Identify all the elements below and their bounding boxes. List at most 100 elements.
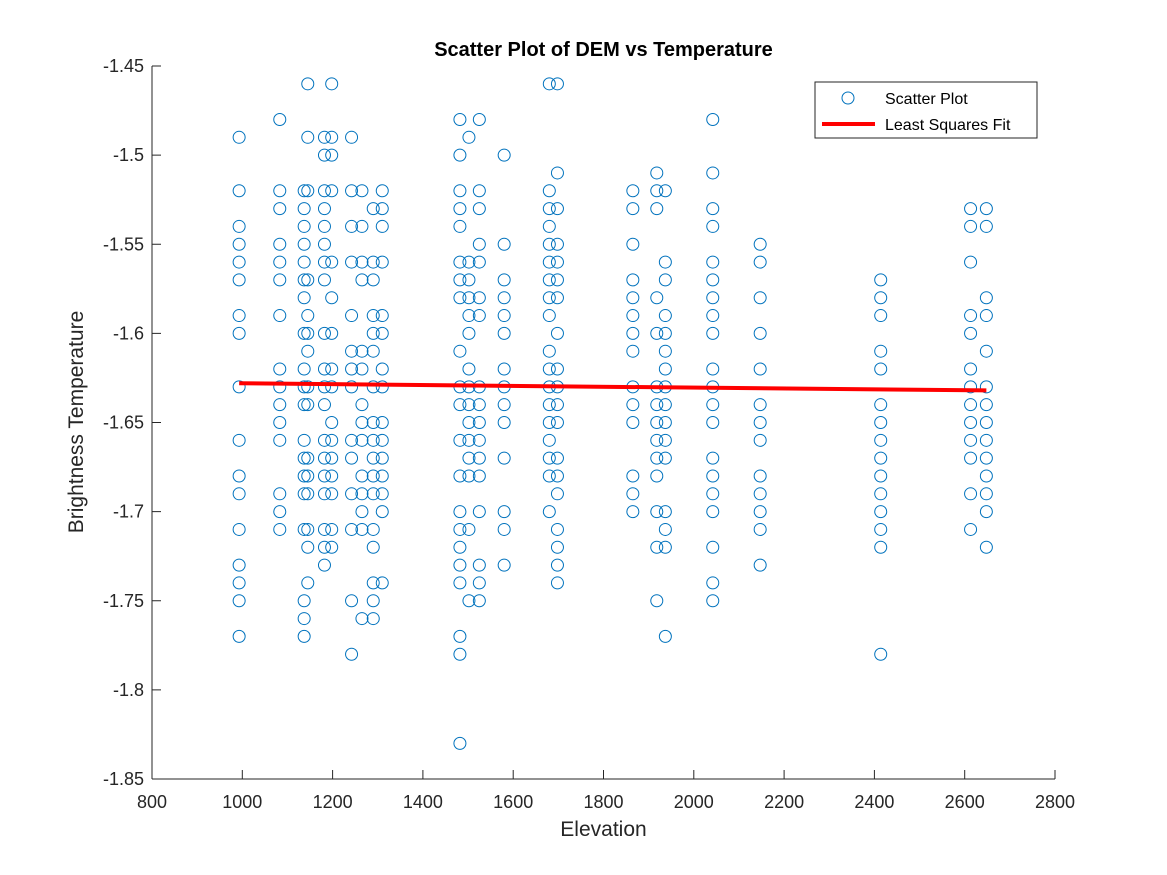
scatter-point-1-10 [273,416,287,429]
scatter-point-14-17 [542,505,556,519]
scatter-point-14-5 [542,255,556,269]
scatter-point-0-10 [232,469,246,483]
scatter-point-14-8 [542,309,556,323]
scatter-point-8-12 [366,522,380,536]
scatter-point-12-12 [472,469,486,483]
scatter-point-2-2 [297,219,311,233]
scatter-point-5-4 [325,255,339,269]
scatter-point-3-14 [301,576,315,590]
scatter-point-4-9 [317,362,331,376]
scatter-point-8-14 [366,576,380,590]
scatter-point-15-4 [550,255,564,269]
scatter-point-15-5 [550,273,564,287]
scatter-point-2-7 [297,326,311,340]
scatter-point-5-13 [325,487,339,501]
scatter-point-22-5 [964,362,978,376]
scatter-point-4-12 [317,433,331,447]
scatter-point-21-2 [874,309,888,323]
least-squares-fit-line [239,381,987,393]
scatter-point-14-15 [542,451,556,465]
scatter-point-18-10 [658,433,672,447]
scatter-point-2-8 [297,362,311,376]
scatter-point-9-5 [375,326,389,340]
scatter-point-10-2 [453,184,467,198]
scatter-point-16-13 [626,505,640,519]
scatter-point-16-7 [626,344,640,358]
scatter-point-4-0 [317,130,331,144]
scatter-point-1-0 [273,112,287,126]
scatter-point-10-15 [453,540,467,554]
scatter-point-22-1 [964,219,978,233]
scatter-point-6-0 [345,130,359,144]
scatter-point-17-11 [650,505,664,519]
scatter-point-10-14 [453,522,467,536]
scatter-point-19-2 [706,202,720,216]
scatter-point-22-8 [964,416,978,429]
scatter-point-1-2 [273,202,287,216]
scatter-point-10-8 [453,344,467,358]
scatter-point-18-15 [658,629,672,643]
scatter-point-19-3 [706,219,720,233]
scatter-point-6-9 [345,451,359,465]
scatter-point-21-10 [874,487,888,501]
scatter-point-19-13 [706,451,720,465]
scatter-point-2-9 [297,380,311,394]
axes-background [152,66,1055,779]
scatter-point-2-13 [297,469,311,483]
scatter-point-13-8 [497,398,511,412]
y-tick-label--1.45: -1.45 [103,56,144,76]
scatter-point-17-7 [650,416,664,429]
scatter-point-16-2 [626,237,640,251]
scatter-point-2-14 [297,487,311,501]
scatter-point-23-13 [979,540,993,554]
scatter-point-7-5 [355,362,369,376]
scatter-point-18-8 [658,398,672,412]
scatter-point-8-8 [366,433,380,447]
scatter-point-18-11 [658,451,672,465]
scatter-point-19-7 [706,309,720,323]
x-axis-label: Elevation [560,818,646,841]
scatter-point-14-9 [542,344,556,358]
y-tick-label--1.8: -1.8 [113,680,144,700]
legend: Scatter Plot Least Squares Fit [814,81,1038,139]
scatter-point-6-13 [345,647,359,661]
scatter-point-23-4 [979,344,993,358]
scatter-point-22-6 [964,380,978,394]
scatter-point-20-6 [753,416,767,429]
scatter-point-7-13 [355,612,369,626]
scatter-point-10-19 [453,647,467,661]
x-tick-label-2800: 2800 [1035,792,1075,812]
scatter-point-0-3 [232,237,246,251]
scatter-point-0-7 [232,326,246,340]
scatter-point-10-1 [453,148,467,162]
scatter-point-16-6 [626,326,640,340]
scatter-point-12-11 [472,451,486,465]
scatter-point-19-1 [706,166,720,180]
x-tick-label-2600: 2600 [945,792,985,812]
scatter-point-11-11 [462,451,476,465]
scatter-point-23-2 [979,291,993,305]
scatter-point-8-16 [366,612,380,626]
scatter-point-11-1 [462,255,476,269]
scatter-point-15-2 [550,202,564,216]
scatter-point-3-8 [301,398,315,412]
scatter-point-8-9 [366,451,380,465]
scatter-point-8-13 [366,540,380,554]
scatter-point-15-7 [550,326,564,340]
scatter-point-20-0 [753,237,767,251]
scatter-point-1-14 [273,522,287,536]
scatter-point-20-4 [753,362,767,376]
scatter-point-19-17 [706,540,720,554]
scatter-point-5-8 [325,380,339,394]
scatter-point-12-5 [472,291,486,305]
scatter-point-4-6 [317,255,331,269]
chart-title: Scatter Plot of DEM vs Temperature [434,39,773,61]
scatter-point-16-1 [626,202,640,216]
scatter-point-0-12 [232,522,246,536]
scatter-point-1-4 [273,255,287,269]
scatter-point-20-7 [753,433,767,447]
scatter-point-22-10 [964,451,978,465]
scatter-point-4-7 [317,273,331,287]
scatter-point-13-5 [497,326,511,340]
y-tick-label--1.65: -1.65 [103,413,144,433]
